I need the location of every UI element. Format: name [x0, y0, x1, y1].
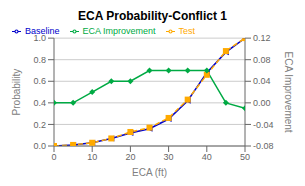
svg-text:20: 20: [125, 152, 135, 162]
svg-text:0.08: 0.08: [253, 55, 271, 65]
svg-text:50: 50: [240, 152, 250, 162]
svg-text:0.8: 0.8: [33, 55, 46, 65]
svg-text:40: 40: [202, 152, 212, 162]
svg-text:0.2: 0.2: [33, 120, 46, 130]
svg-text:0.6: 0.6: [33, 76, 46, 86]
svg-text:0: 0: [51, 152, 56, 162]
html-text:ECA Improvement: ECA Improvement: [82, 26, 156, 36]
html-text:Test: Test: [178, 26, 196, 36]
svg-text:0.4: 0.4: [33, 98, 46, 108]
svg-text:0.00: 0.00: [253, 98, 271, 108]
svg-text:10: 10: [87, 152, 97, 162]
svg-text:0.0: 0.0: [33, 141, 46, 151]
svg-text:0.04: 0.04: [253, 76, 271, 86]
svg-text:-0.04: -0.04: [253, 120, 274, 130]
svg-text:ECA Improvement: ECA Improvement: [283, 51, 294, 132]
svg-text:30: 30: [164, 152, 174, 162]
svg-text:Probability: Probability: [11, 69, 22, 116]
svg-text:1.0: 1.0: [33, 33, 46, 43]
svg-text:0.12: 0.12: [253, 33, 271, 43]
svg-text:-0.08: -0.08: [253, 141, 274, 151]
html-text:ECA Probability-Conflict 1: ECA Probability-Conflict 1: [78, 9, 227, 23]
html-text:Baseline: Baseline: [25, 26, 60, 36]
svg-text:ECA (ft): ECA (ft): [132, 167, 167, 178]
